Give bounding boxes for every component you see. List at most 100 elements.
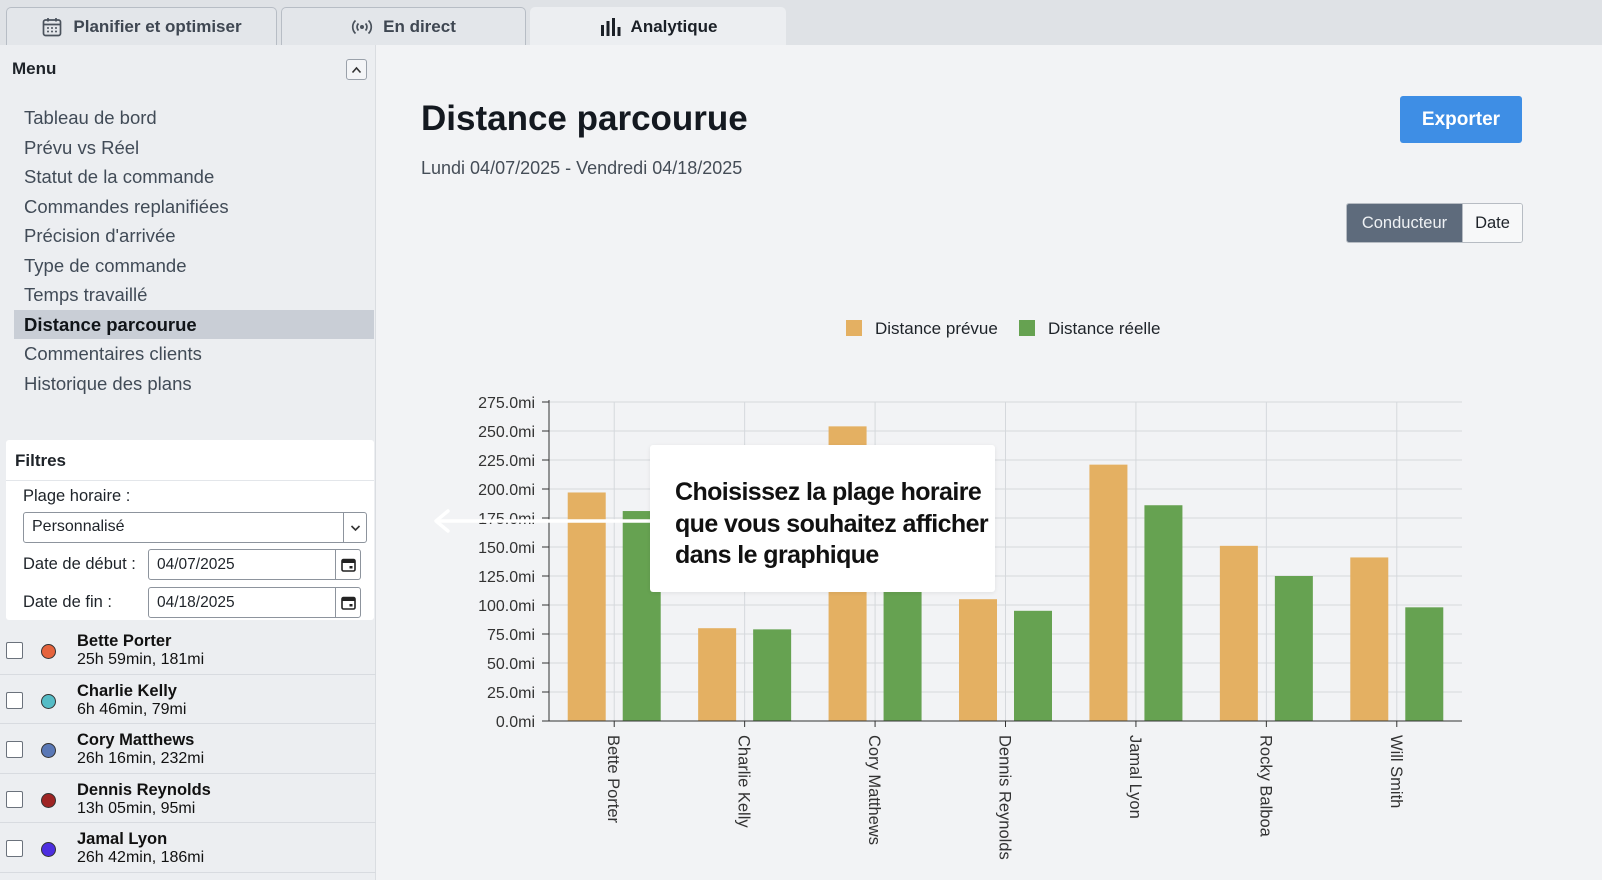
- end-date-label: Date de fin :: [23, 593, 112, 611]
- chevron-up-icon: [351, 66, 362, 73]
- driver-color-dot: [41, 693, 56, 709]
- group-by-toggle: Conducteur Date: [1346, 203, 1523, 243]
- x-tick-label: Will Smith: [1387, 735, 1405, 808]
- y-tick-label: 275.0mi: [478, 395, 535, 412]
- bar-planned: [959, 599, 997, 721]
- start-date-label: Date de début :: [23, 555, 136, 573]
- time-range-value: Personnalisé: [32, 518, 125, 535]
- tab-analytics-label: Analytique: [630, 16, 718, 36]
- chevron-down-icon[interactable]: [343, 513, 366, 542]
- toggle-date[interactable]: Date: [1462, 204, 1522, 242]
- driver-checkbox[interactable]: [6, 840, 23, 857]
- list-item[interactable]: Dennis Reynolds 13h 05min, 95mi: [0, 774, 376, 823]
- calendar-picker-icon[interactable]: [335, 550, 360, 579]
- page-title: Distance parcourue: [421, 99, 748, 138]
- time-range-label: Plage horaire :: [23, 487, 131, 505]
- driver-checkbox[interactable]: [6, 691, 23, 709]
- menu-item-plan-history[interactable]: Historique des plans: [24, 372, 192, 394]
- x-tick-label: Rocky Balboa: [1256, 735, 1274, 838]
- driver-name: Jamal Lyon: [77, 830, 168, 848]
- bar-actual: [1014, 610, 1052, 721]
- driver-detail: 26h 16min, 232mi: [77, 750, 205, 767]
- y-tick-label: 200.0mi: [478, 482, 535, 499]
- tab-plan[interactable]: Planifier et optimiser: [6, 7, 277, 45]
- menu-item-order-status[interactable]: Statut de la commande: [24, 166, 215, 187]
- menu-item-distance-traveled[interactable]: Distance parcourue: [14, 309, 374, 339]
- callout-line: que vous souhaitez afficher: [675, 509, 989, 538]
- menu-item-customer-comments[interactable]: Commentaires clients: [24, 343, 202, 364]
- y-tick-label: 75.0mi: [487, 627, 535, 644]
- x-tick-label: Bette Porter: [604, 735, 622, 824]
- bar-planned: [1350, 557, 1389, 721]
- driver-color-dot: [41, 842, 56, 857]
- filters-panel: Filtres Plage horaire : Personnalisé Dat…: [6, 440, 374, 620]
- menu-item-rescheduled-orders[interactable]: Commandes replanifiées: [24, 195, 229, 217]
- driver-list: Bette Porter 25h 59min, 181mi Charlie Ke…: [0, 625, 376, 873]
- driver-color-dot: [41, 644, 56, 659]
- tab-live-label: En direct: [383, 16, 456, 36]
- callout-line: Choisissez la plage horaire: [675, 478, 982, 506]
- y-tick-label: 225.0mi: [478, 453, 535, 470]
- start-date-value: 04/07/2025: [157, 556, 235, 573]
- tab-live[interactable]: En direct: [281, 7, 526, 45]
- driver-detail: 13h 05min, 95mi: [77, 799, 196, 817]
- list-item[interactable]: Jamal Lyon 26h 42min, 186mi: [0, 823, 376, 873]
- legend-swatch: [846, 320, 862, 336]
- bar-actual: [753, 629, 792, 721]
- y-tick-label: 25.0mi: [487, 685, 535, 702]
- tab-bar: Planifier et optimiser En direct Analyti…: [0, 0, 1602, 45]
- collapse-menu-button[interactable]: [346, 59, 367, 80]
- calendar-picker-icon[interactable]: [335, 588, 360, 617]
- tab-analytics[interactable]: Analytique: [530, 7, 786, 45]
- y-tick-label: 0.0mi: [496, 714, 535, 731]
- driver-name: Charlie Kelly: [77, 681, 177, 700]
- bar-chart-icon: [600, 17, 621, 36]
- tooltip-callout: Choisissez la plage horaire que vous sou…: [650, 445, 995, 592]
- x-tick-label: Cory Matthews: [865, 735, 883, 845]
- start-date-field[interactable]: 04/07/2025: [148, 549, 361, 580]
- menu-title: Menu: [12, 59, 57, 78]
- menu-item-order-type[interactable]: Type de commande: [24, 254, 187, 276]
- y-tick-label: 50.0mi: [487, 656, 535, 673]
- driver-detail: 25h 59min, 181mi: [77, 651, 205, 668]
- calendar-icon: [43, 17, 62, 36]
- bar-planned: [1089, 464, 1128, 721]
- driver-detail: 6h 46min, 79mi: [77, 700, 187, 718]
- callout-line: dans le graphique: [675, 541, 879, 569]
- filters-divider: [6, 480, 374, 481]
- driver-checkbox[interactable]: [6, 741, 23, 758]
- end-date-field[interactable]: 04/18/2025: [148, 587, 361, 618]
- list-item[interactable]: Bette Porter 25h 59min, 181mi: [0, 625, 376, 675]
- menu-item-arrival-accuracy[interactable]: Précision d'arrivée: [24, 225, 176, 246]
- driver-color-dot: [41, 743, 56, 758]
- menu-item-time-worked[interactable]: Temps travaillé: [24, 284, 148, 305]
- driver-name: Bette Porter: [77, 632, 172, 650]
- bar-planned: [1219, 545, 1258, 721]
- menu-item-dashboard[interactable]: Tableau de bord: [24, 107, 157, 128]
- bar-actual: [1274, 576, 1313, 721]
- time-range-select[interactable]: Personnalisé: [23, 512, 367, 543]
- driver-checkbox[interactable]: [6, 790, 23, 808]
- tab-plan-label: Planifier et optimiser: [73, 16, 242, 36]
- broadcast-icon: [352, 19, 373, 34]
- filters-title: Filtres: [15, 451, 67, 470]
- list-item[interactable]: Cory Matthews 26h 16min, 232mi: [0, 724, 376, 774]
- bar-actual: [1405, 607, 1444, 721]
- sidebar: Menu Tableau de bord Prévu vs Réel Statu…: [0, 45, 376, 880]
- menu-item-planned-vs-actual[interactable]: Prévu vs Réel: [24, 136, 140, 158]
- date-range-subtitle: Lundi 04/07/2025 - Vendredi 04/18/2025: [421, 158, 743, 178]
- x-tick-label: Jamal Lyon: [1126, 735, 1144, 819]
- toggle-driver[interactable]: Conducteur: [1347, 204, 1462, 242]
- list-item[interactable]: Charlie Kelly 6h 46min, 79mi: [0, 675, 376, 724]
- legend-label: Distance réelle: [1048, 319, 1160, 338]
- driver-name: Dennis Reynolds: [77, 780, 211, 799]
- y-tick-label: 125.0mi: [478, 569, 535, 586]
- driver-checkbox[interactable]: [6, 642, 23, 659]
- export-button[interactable]: Exporter: [1400, 96, 1522, 143]
- end-date-value: 04/18/2025: [157, 594, 235, 611]
- bar-planned: [698, 628, 737, 721]
- legend-label: Distance prévue: [875, 319, 998, 338]
- callout-text: Choisissez la plage horaire que vous sou…: [675, 477, 995, 572]
- y-tick-label: 150.0mi: [478, 540, 535, 557]
